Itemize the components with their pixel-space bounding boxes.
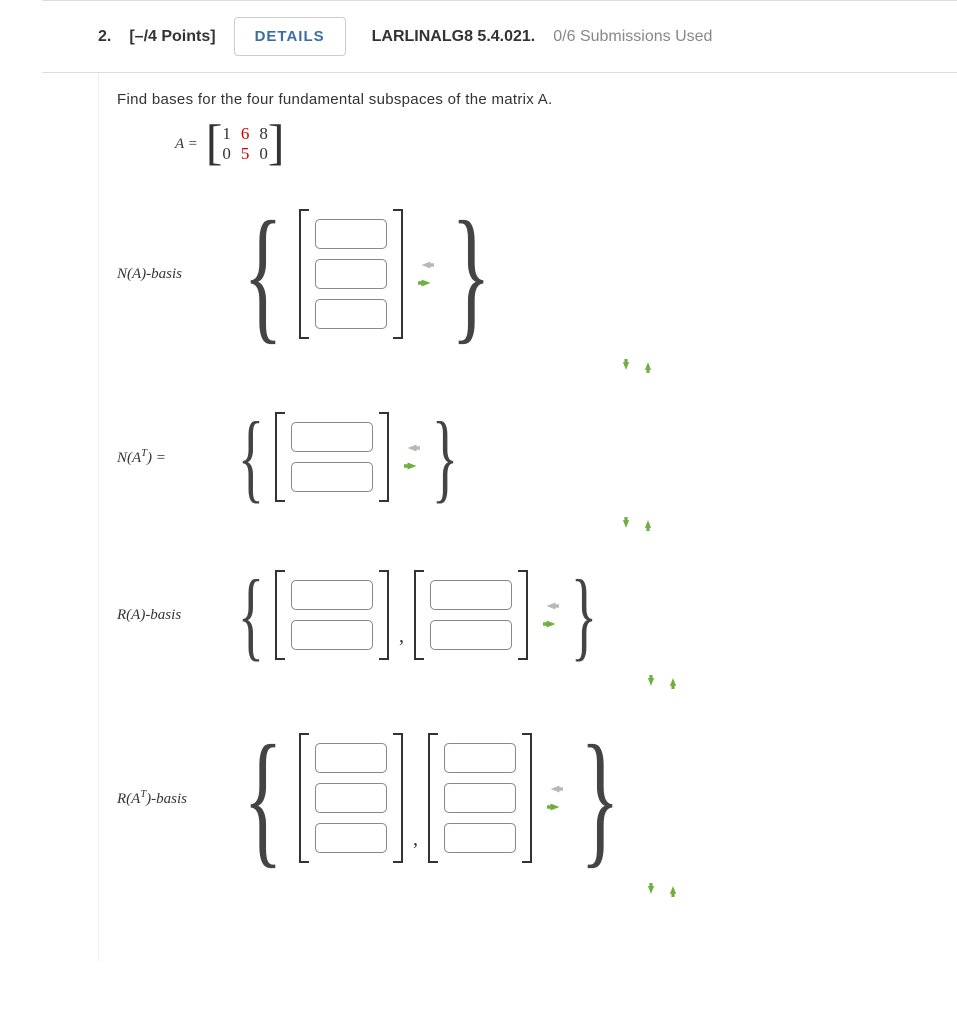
question-header: 2. [–/4 Points] DETAILS LARLINALG8 5.4.0…	[42, 0, 957, 73]
matrix-cell: 6	[241, 124, 250, 144]
vector-bracket	[428, 733, 532, 863]
add-row-icon[interactable]	[642, 883, 660, 897]
right-bracket-icon: ]	[268, 117, 285, 167]
right-sq-bracket-icon	[393, 733, 403, 863]
prompt-text: Find bases for the four fundamental subs…	[117, 91, 553, 108]
remove-col-icon[interactable]	[546, 782, 564, 796]
vector-cell-input[interactable]	[444, 743, 516, 773]
question-content: Find bases for the four fundamental subs…	[98, 73, 957, 961]
right-sq-bracket-icon	[379, 570, 389, 660]
vector-cell-input[interactable]	[315, 299, 387, 329]
vector-cell-input[interactable]	[291, 620, 373, 650]
add-col-icon[interactable]	[546, 800, 564, 814]
vector-cell-input[interactable]	[430, 620, 512, 650]
row-arrows	[317, 359, 957, 373]
matrix-cell: 0	[259, 144, 268, 164]
vector-cell-input[interactable]	[444, 823, 516, 853]
vector-cell-input[interactable]	[315, 783, 387, 813]
vector-cell-input[interactable]	[291, 462, 373, 492]
right-brace-icon: }	[432, 407, 458, 507]
details-button[interactable]: DETAILS	[234, 17, 346, 56]
left-bracket-icon: [	[206, 117, 223, 167]
vector-separator: ,	[395, 625, 408, 660]
basis-label: N(A)-basis	[117, 266, 227, 283]
basis-RA: R(A)-basis { , }	[117, 565, 957, 689]
basis-NA: N(A)-basis { }	[117, 199, 957, 373]
remove-col-icon[interactable]	[542, 599, 560, 613]
matrix-display: A = [ 1 6 8 0 5 0 ]	[175, 119, 957, 169]
col-arrows	[417, 258, 435, 290]
vector-cell-input[interactable]	[315, 743, 387, 773]
basis-label: N(AT) =	[117, 448, 227, 467]
basis-label: R(A)-basis	[117, 607, 227, 624]
matrix-label: A =	[175, 136, 198, 153]
col-arrows	[546, 782, 564, 814]
add-col-icon[interactable]	[542, 617, 560, 631]
left-sq-bracket-icon	[275, 570, 285, 660]
remove-row-icon[interactable]	[664, 883, 682, 897]
remove-col-icon[interactable]	[403, 441, 421, 455]
left-brace-icon: {	[243, 199, 283, 349]
right-brace-icon: }	[580, 723, 620, 873]
col-arrows	[542, 599, 560, 631]
vector-bracket	[414, 570, 528, 660]
add-row-icon[interactable]	[642, 675, 660, 689]
vector-bracket	[299, 209, 403, 339]
question-number: 2.	[98, 28, 111, 46]
matrix-cell: 0	[222, 144, 231, 164]
vector-cell-input[interactable]	[430, 580, 512, 610]
matrix-cell: 5	[241, 144, 250, 164]
add-col-icon[interactable]	[417, 276, 435, 290]
col-arrows	[403, 441, 421, 473]
right-sq-bracket-icon	[522, 733, 532, 863]
remove-row-icon[interactable]	[639, 359, 657, 373]
basis-label: R(AT)-basis	[117, 789, 227, 808]
remove-row-icon[interactable]	[664, 675, 682, 689]
submissions-label: 0/6 Submissions Used	[553, 28, 712, 46]
vector-bracket	[275, 570, 389, 660]
right-sq-bracket-icon	[518, 570, 528, 660]
remove-col-icon[interactable]	[417, 258, 435, 272]
left-sq-bracket-icon	[414, 570, 424, 660]
left-sq-bracket-icon	[299, 209, 309, 339]
left-brace-icon: {	[238, 407, 264, 507]
row-arrows	[317, 517, 957, 531]
vector-cell-input[interactable]	[291, 580, 373, 610]
right-brace-icon: }	[451, 199, 491, 349]
right-sq-bracket-icon	[379, 412, 389, 502]
add-row-icon[interactable]	[617, 517, 635, 531]
vector-cell-input[interactable]	[315, 259, 387, 289]
vector-cell-input[interactable]	[444, 783, 516, 813]
basis-NAT: N(AT) = { }	[117, 407, 957, 531]
matrix-cell: 1	[222, 124, 231, 144]
left-sq-bracket-icon	[428, 733, 438, 863]
matrix-values: 1 6 8 0 5 0	[222, 124, 268, 164]
row-arrows	[367, 883, 957, 897]
vector-cell-input[interactable]	[315, 219, 387, 249]
add-row-icon[interactable]	[617, 359, 635, 373]
vector-bracket	[275, 412, 389, 502]
right-brace-icon: }	[571, 565, 597, 665]
left-brace-icon: {	[243, 723, 283, 873]
left-sq-bracket-icon	[299, 733, 309, 863]
remove-row-icon[interactable]	[639, 517, 657, 531]
vector-cell-input[interactable]	[315, 823, 387, 853]
points-label: [–/4 Points]	[129, 28, 215, 46]
add-col-icon[interactable]	[403, 459, 421, 473]
question-code: LARLINALG8 5.4.021.	[372, 28, 536, 46]
vector-separator: ,	[409, 828, 422, 863]
left-brace-icon: {	[238, 565, 264, 665]
vector-bracket	[299, 733, 403, 863]
left-sq-bracket-icon	[275, 412, 285, 502]
row-arrows	[367, 675, 957, 689]
matrix-cell: 8	[259, 124, 268, 144]
basis-RAT: R(AT)-basis { , }	[117, 723, 957, 897]
vector-cell-input[interactable]	[291, 422, 373, 452]
right-sq-bracket-icon	[393, 209, 403, 339]
